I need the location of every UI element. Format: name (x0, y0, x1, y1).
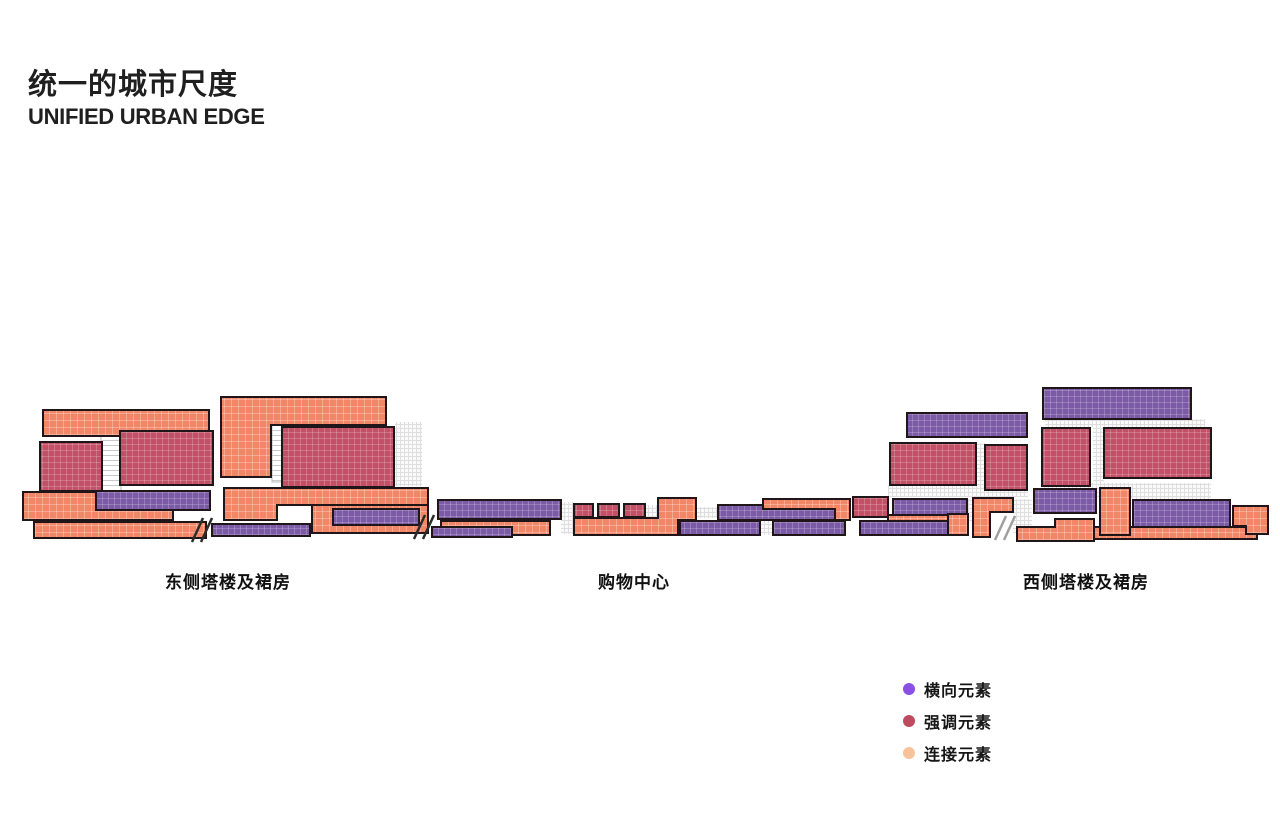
building-block-crimson (39, 441, 103, 492)
building-block-salmon (33, 521, 207, 539)
building-block-purple (679, 520, 761, 536)
title-block: 统一的城市尺度 UNIFIED URBAN EDGE (28, 69, 265, 129)
building-block-salmon (1016, 518, 1095, 542)
section-label-2: 西侧塔楼及裙房 (1023, 573, 1149, 592)
building-block-purple (431, 526, 513, 538)
page-title: 统一的城市尺度 (28, 69, 239, 101)
building-block-purple (1033, 488, 1097, 514)
building-block-purple (211, 523, 311, 537)
section-break-mark (993, 515, 1008, 541)
section-label-1: 购物中心 (598, 573, 670, 592)
building-block-gray (1013, 499, 1032, 533)
building-block-gray (1093, 427, 1104, 483)
building-block-purple (332, 508, 420, 526)
building-block-salmon (947, 513, 969, 536)
building-block-crimson (119, 430, 214, 486)
building-block-purple (892, 498, 968, 516)
building-block-gray (760, 521, 773, 535)
building-block-crimson (1103, 427, 1212, 479)
building-block-crimson (984, 444, 1028, 491)
building-block-purple (1132, 499, 1231, 528)
section-break-mark (1002, 515, 1017, 541)
building-block-gray (967, 499, 974, 523)
building-block-purple (859, 520, 949, 536)
building-block-salmon (1099, 487, 1131, 536)
building-block-crimson (281, 426, 395, 488)
section-break-mark (190, 517, 205, 543)
building-block-crimson (1041, 427, 1091, 487)
building-block-crimson (623, 503, 646, 518)
building-block-crimson (889, 442, 977, 486)
section-break-mark (412, 514, 427, 540)
building-block-gray (561, 502, 575, 534)
page-subtitle: UNIFIED URBAN EDGE (28, 103, 265, 129)
building-block-purple (95, 490, 211, 511)
building-block-crimson (573, 503, 594, 518)
building-block-salmon (972, 497, 1014, 538)
building-block-purple (906, 412, 1028, 438)
section-break-mark (199, 517, 214, 543)
building-block-purple (772, 520, 846, 536)
building-block-gray (395, 422, 422, 486)
building-block-salmon (1232, 505, 1269, 535)
building-block-gray (1045, 419, 1205, 427)
building-block-purple (1042, 387, 1192, 420)
building-block-gray (696, 507, 718, 518)
building-block-purple (437, 499, 562, 520)
building-block-salmon (220, 396, 387, 478)
building-block-crimson (597, 503, 620, 518)
section-label-0: 东侧塔楼及裙房 (165, 573, 291, 592)
building-block-crimson (852, 496, 889, 518)
section-break-mark (421, 514, 436, 540)
building-block-gray (976, 443, 985, 493)
